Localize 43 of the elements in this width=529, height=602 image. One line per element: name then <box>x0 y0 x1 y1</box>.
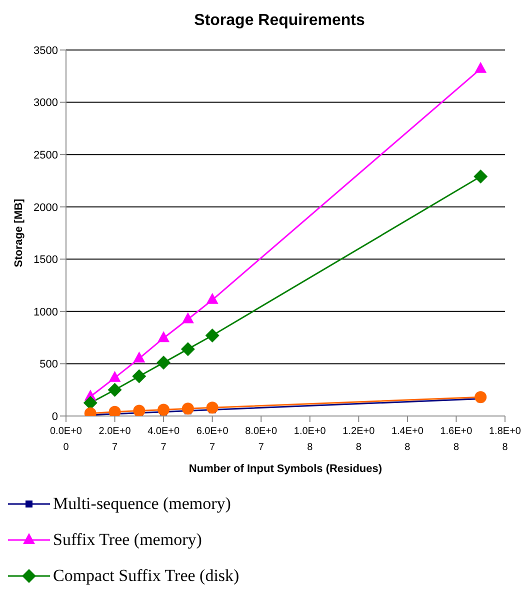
point <box>180 342 195 356</box>
y-tick-label: 1000 <box>34 306 58 318</box>
x-tick-label: 1.4E+08 <box>391 426 424 453</box>
point <box>474 391 487 404</box>
point <box>108 406 121 416</box>
point <box>474 170 488 184</box>
x-tick-label: 1.2E+08 <box>342 426 376 453</box>
x-tick-label: 4.0E+07 <box>148 426 180 453</box>
y-axis-title: Storage [MB] <box>12 198 25 268</box>
y-tick-label: 2500 <box>34 149 58 162</box>
x-tick-label: 0.0E+00 <box>50 426 82 453</box>
point <box>206 292 218 304</box>
point <box>108 382 122 397</box>
x-tick-label: 2.0E+07 <box>98 426 132 453</box>
y-tick-label: 2000 <box>34 202 58 214</box>
point <box>83 396 98 410</box>
point <box>108 370 121 382</box>
y-tick-label: 3000 <box>34 97 58 110</box>
x-tick-label: 1.8E+08 <box>489 426 522 453</box>
point <box>133 351 146 362</box>
legend-label: Suffix Tree (memory) <box>53 530 202 550</box>
point <box>133 404 146 416</box>
y-tick-label: 3500 <box>34 44 58 57</box>
point <box>158 404 170 416</box>
y-tick-label: 1500 <box>34 254 58 266</box>
point <box>132 369 146 384</box>
point <box>206 402 218 414</box>
legend-label: Multi-sequence (memory) <box>53 494 231 514</box>
point <box>205 328 220 342</box>
chart-title: Storage Requirements <box>193 11 366 31</box>
x-axis-title: Number of Input Symbols (Residues) <box>188 463 382 475</box>
point <box>474 62 487 73</box>
point <box>158 331 170 342</box>
y-tick-label: 0 <box>52 410 58 423</box>
y-tick-label: 500 <box>40 358 58 371</box>
point <box>156 356 171 370</box>
x-tick-label: 1.0E+08 <box>294 426 326 453</box>
x-tick-label: 1.6E+08 <box>440 426 473 453</box>
point <box>182 402 194 415</box>
x-tick-label: 6.0E+07 <box>196 426 229 453</box>
x-tick-label: 8.0E+07 <box>245 426 278 453</box>
legend-label: Compact Suffix Tree (disk) <box>53 566 240 586</box>
point <box>182 312 194 324</box>
